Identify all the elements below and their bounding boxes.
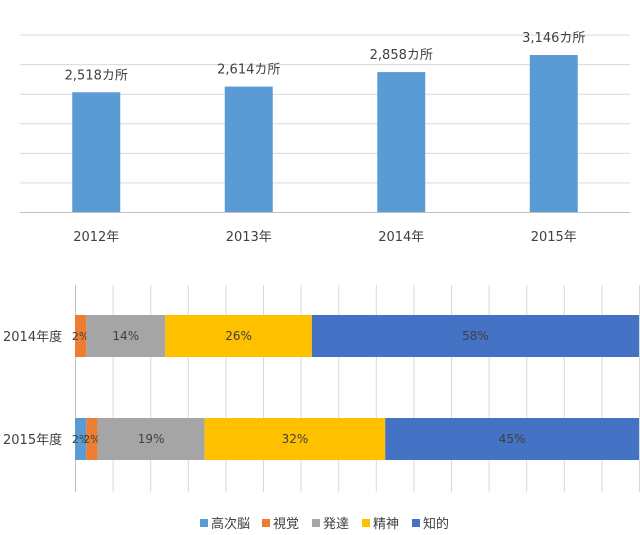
legend-swatch bbox=[362, 519, 370, 527]
stacked-segment bbox=[75, 315, 87, 357]
y-category-label: 2014年度 bbox=[3, 329, 62, 345]
segment-value-label: 58% bbox=[462, 329, 489, 343]
y-category-label: 2015年度 bbox=[3, 432, 62, 448]
bar bbox=[224, 86, 273, 212]
segment-value-label: 45% bbox=[499, 432, 526, 446]
x-tick-label: 2014年 bbox=[378, 230, 424, 245]
chart-legend: 高次脳 視覚 発達 精神 知的 bbox=[200, 516, 449, 532]
legend-swatch bbox=[312, 519, 320, 527]
legend-swatch bbox=[200, 519, 208, 527]
bar bbox=[529, 55, 578, 213]
stacked-segment bbox=[75, 418, 87, 460]
bar bbox=[72, 92, 121, 212]
legend-label: 知的 bbox=[423, 516, 449, 532]
stacked-segment bbox=[86, 315, 166, 357]
bar bbox=[377, 72, 426, 212]
legend-label: 視覚 bbox=[273, 517, 299, 532]
x-tick-label: 2013年 bbox=[226, 230, 272, 245]
x-tick-label: 2012年 bbox=[73, 230, 119, 245]
bar-data-label: 2,858カ所 bbox=[370, 48, 433, 63]
legend-swatch bbox=[412, 519, 420, 527]
segment-value-label: 2% bbox=[72, 433, 89, 446]
bar-data-label: 2,518カ所 bbox=[65, 68, 128, 83]
annual-count-bar-chart: 2,518カ所 2012年 2,614カ所 2013年 2,858カ所 2014年 3,14… bbox=[20, 31, 630, 245]
stacked-segment bbox=[86, 418, 98, 460]
legend-swatch bbox=[262, 519, 270, 527]
segment-value-label: 19% bbox=[138, 432, 165, 446]
stacked-segment bbox=[311, 315, 639, 357]
category-share-stacked-chart: 2014年度 2% 14% 26% 58%2015年度 2%2% 19% 32% 45% bbox=[3, 285, 640, 492]
bar-data-label: 3,146カ所 bbox=[522, 31, 585, 46]
segment-value-label: 14% bbox=[112, 329, 139, 343]
legend-label: 精神 bbox=[373, 517, 399, 532]
segment-value-label: 32% bbox=[282, 432, 309, 446]
stacked-segment bbox=[204, 418, 386, 460]
legend-label: 発達 bbox=[323, 517, 349, 532]
segment-value-label: 26% bbox=[225, 329, 252, 343]
bar-data-label: 2,614カ所 bbox=[217, 63, 280, 78]
legend-label: 高次脳 bbox=[211, 516, 250, 532]
stacked-segment bbox=[165, 315, 312, 357]
segment-value-label: 2% bbox=[83, 433, 100, 446]
x-tick-label: 2015年 bbox=[531, 230, 577, 245]
stacked-segment bbox=[97, 418, 205, 460]
segment-value-label: 2% bbox=[72, 330, 89, 343]
stacked-segment bbox=[385, 418, 639, 460]
